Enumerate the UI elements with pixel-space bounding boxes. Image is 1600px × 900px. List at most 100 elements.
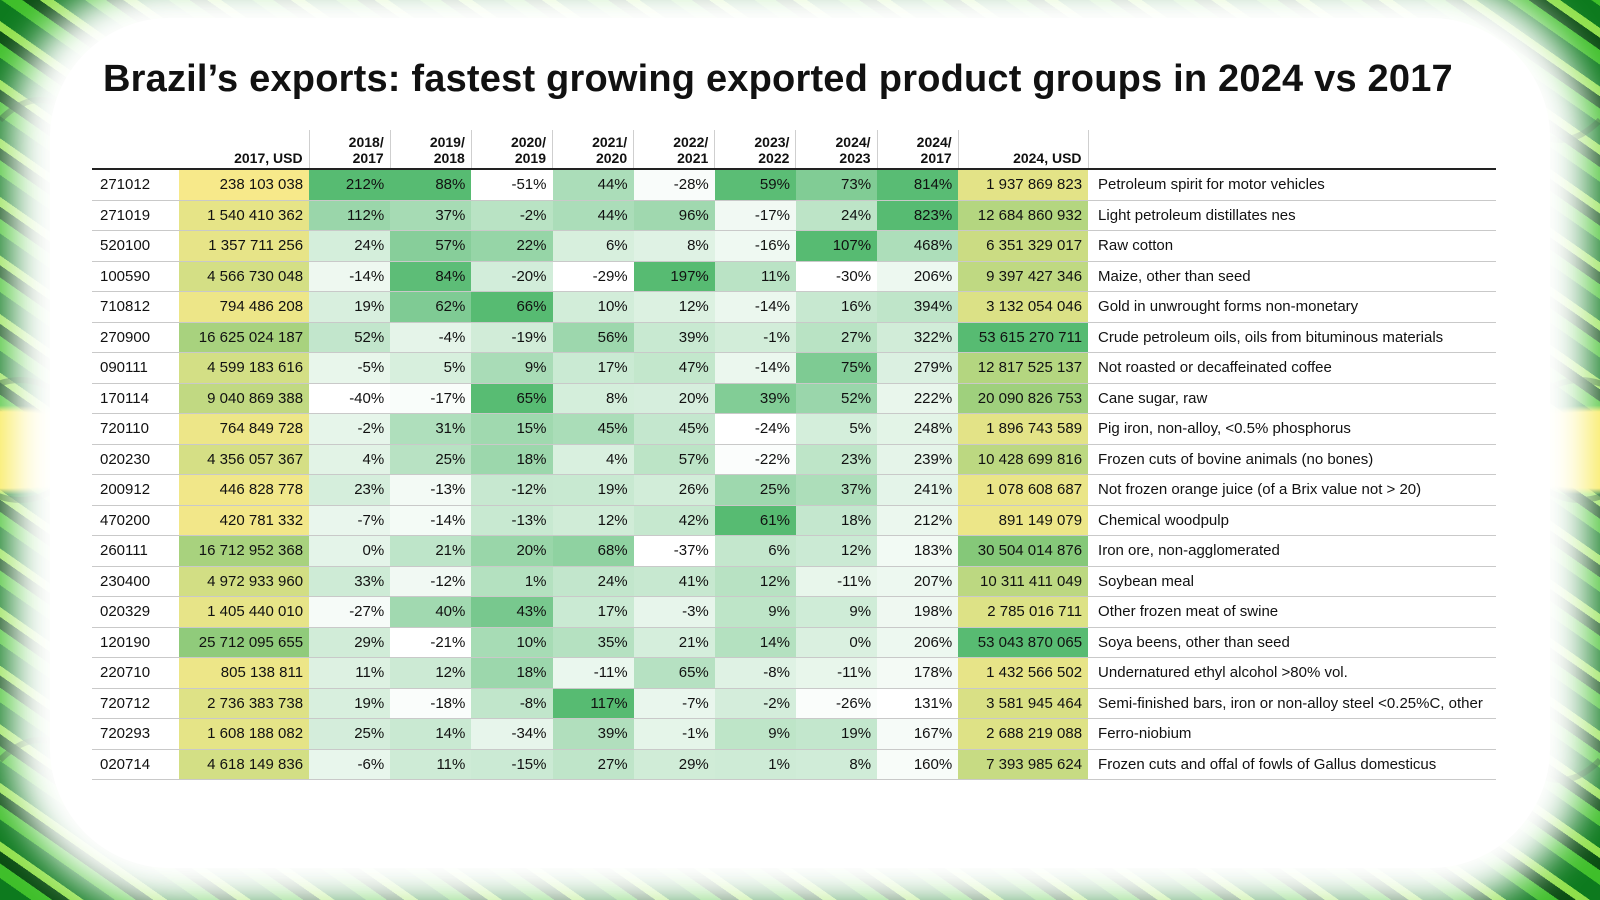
pct-change-cell: 23% bbox=[795, 444, 878, 475]
pct-change-cell: 14% bbox=[714, 627, 796, 658]
table-row: 200912 446 828 778 23% -13% -12% 19% 26% 25% 37%… bbox=[92, 474, 1496, 506]
usd-2024-cell: 12 684 860 932 bbox=[958, 200, 1089, 231]
pct-change-cell: 11% bbox=[390, 749, 472, 780]
hs-code-cell: 720110 bbox=[92, 413, 180, 445]
pct-change-cell: 27% bbox=[795, 322, 878, 353]
pct-change-cell: 1% bbox=[471, 566, 553, 597]
pct-change-cell: 21% bbox=[633, 627, 715, 658]
pct-change-cell: 57% bbox=[390, 230, 472, 262]
pct-change-cell: -51% bbox=[471, 169, 553, 201]
hs-code-cell: 710812 bbox=[92, 291, 180, 323]
table-row: 020329 1 405 440 010 -27% 40% 43% 17% -3% 9% 9% 1… bbox=[92, 596, 1496, 628]
pct-change-cell: 11% bbox=[714, 261, 796, 292]
pct-change-cell: 9% bbox=[471, 352, 553, 384]
usd-2017-cell: 420 781 332 bbox=[179, 505, 310, 536]
pct-change-cell: 25% bbox=[714, 474, 796, 506]
usd-2017-cell: 2 736 383 738 bbox=[179, 688, 310, 719]
usd-2024-cell: 1 432 566 502 bbox=[958, 657, 1089, 689]
table-row: 520100 1 357 711 256 24% 57% 22% 6% 8% -16% 107%… bbox=[92, 230, 1496, 262]
pct-change-cell: 12% bbox=[633, 291, 715, 323]
pct-change-cell: 18% bbox=[795, 505, 878, 536]
pct-change-cell: 29% bbox=[309, 627, 391, 658]
pct-change-cell: 24% bbox=[795, 200, 878, 231]
pct-change-cell: -11% bbox=[795, 657, 878, 689]
hs-code-cell: 270900 bbox=[92, 322, 180, 353]
header-pct-2022-2021: 2022/2021 bbox=[633, 130, 715, 170]
table-row: 271012 238 103 038 212% 88% -51% 44% -28% 59% 73… bbox=[92, 169, 1496, 201]
pct-change-cell: 68% bbox=[552, 535, 634, 567]
pct-change-cell: -7% bbox=[633, 688, 715, 719]
product-description-cell: Semi-finished bars, iron or non-alloy st… bbox=[1088, 688, 1496, 719]
pct-change-cell: -14% bbox=[714, 352, 796, 384]
pct-change-cell: 14% bbox=[390, 718, 472, 750]
pct-change-cell: -18% bbox=[390, 688, 472, 719]
pct-change-cell: 45% bbox=[552, 413, 634, 445]
hs-code-cell: 020230 bbox=[92, 444, 180, 475]
pct-change-cell: -34% bbox=[471, 718, 553, 750]
pct-change-cell: 37% bbox=[795, 474, 878, 506]
hs-code-cell: 260111 bbox=[92, 535, 180, 567]
table-row: 230400 4 972 933 960 33% -12% 1% 24% 41% 12% -11… bbox=[92, 566, 1496, 597]
table-row: 090111 4 599 183 616 -5% 5% 9% 17% 47% -14% 75% 2… bbox=[92, 352, 1496, 384]
pct-change-cell: -11% bbox=[552, 657, 634, 689]
pct-change-cell: -8% bbox=[471, 688, 553, 719]
header-usd-2024: 2024, USD bbox=[957, 130, 1089, 170]
pct-change-cell: 20% bbox=[471, 535, 553, 567]
pct-change-cell: 160% bbox=[877, 749, 959, 780]
header-pct-2020-2019: 2020/2019 bbox=[470, 130, 553, 170]
pct-change-cell: 167% bbox=[877, 718, 959, 750]
pct-change-cell: 19% bbox=[309, 688, 391, 719]
header-pct-2024-2023: 2024/2023 bbox=[795, 130, 878, 170]
table-row: 270900 16 625 024 187 52% -4% -19% 56% 39% -1% 2… bbox=[92, 322, 1496, 353]
header-description bbox=[1087, 130, 1496, 170]
hs-code-cell: 170114 bbox=[92, 383, 180, 414]
usd-2024-cell: 7 393 985 624 bbox=[958, 749, 1089, 780]
header-code bbox=[92, 130, 180, 170]
table-row: 720293 1 608 188 082 25% 14% -34% 39% -1% 9% 19%… bbox=[92, 718, 1496, 750]
usd-2017-cell: 4 566 730 048 bbox=[179, 261, 310, 292]
pct-change-cell: 17% bbox=[552, 352, 634, 384]
pct-change-cell: -20% bbox=[471, 261, 553, 292]
pct-change-cell: 29% bbox=[633, 749, 715, 780]
product-description-cell: Undernatured ethyl alcohol >80% vol. bbox=[1088, 657, 1496, 689]
pct-change-cell: -14% bbox=[309, 261, 391, 292]
pct-change-cell: 59% bbox=[714, 169, 796, 201]
pct-change-cell: 52% bbox=[795, 383, 878, 414]
pct-change-cell: 6% bbox=[714, 535, 796, 567]
pct-change-cell: 19% bbox=[309, 291, 391, 323]
usd-2017-cell: 1 405 440 010 bbox=[179, 596, 310, 628]
pct-change-cell: -12% bbox=[471, 474, 553, 506]
pct-change-cell: 16% bbox=[795, 291, 878, 323]
pct-change-cell: 222% bbox=[877, 383, 959, 414]
pct-change-cell: 96% bbox=[633, 200, 715, 231]
pct-change-cell: -40% bbox=[309, 383, 391, 414]
pct-change-cell: 468% bbox=[877, 230, 959, 262]
pct-change-cell: 212% bbox=[877, 505, 959, 536]
pct-change-cell: 23% bbox=[309, 474, 391, 506]
pct-change-cell: 206% bbox=[877, 627, 959, 658]
pct-change-cell: -5% bbox=[309, 352, 391, 384]
hs-code-cell: 100590 bbox=[92, 261, 180, 292]
pct-change-cell: 88% bbox=[390, 169, 472, 201]
product-description-cell: Chemical woodpulp bbox=[1088, 505, 1496, 536]
pct-change-cell: 1% bbox=[714, 749, 796, 780]
pct-change-cell: 248% bbox=[877, 413, 959, 445]
pct-change-cell: 39% bbox=[633, 322, 715, 353]
product-description-cell: Other frozen meat of swine bbox=[1088, 596, 1496, 628]
usd-2017-cell: 4 618 149 836 bbox=[179, 749, 310, 780]
exports-table: 2017, USD 2018/2017 2019/2018 2020/2019 … bbox=[92, 130, 1496, 780]
header-pct-2023-2022: 2023/2022 bbox=[714, 130, 796, 170]
usd-2017-cell: 1 608 188 082 bbox=[179, 718, 310, 750]
usd-2024-cell: 10 311 411 049 bbox=[958, 566, 1089, 597]
usd-2017-cell: 25 712 095 655 bbox=[179, 627, 310, 658]
hs-code-cell: 090111 bbox=[92, 352, 180, 384]
pct-change-cell: -2% bbox=[471, 200, 553, 231]
pct-change-cell: 39% bbox=[714, 383, 796, 414]
pct-change-cell: 9% bbox=[714, 718, 796, 750]
table-row: 170114 9 040 869 388 -40% -17% 65% 8% 20% 39% 52… bbox=[92, 383, 1496, 414]
pct-change-cell: 178% bbox=[877, 657, 959, 689]
table-body: 271012 238 103 038 212% 88% -51% 44% -28% 59% 73… bbox=[92, 169, 1496, 780]
usd-2024-cell: 10 428 699 816 bbox=[958, 444, 1089, 475]
pct-change-cell: -11% bbox=[795, 566, 878, 597]
product-description-cell: Soya beens, other than seed bbox=[1088, 627, 1496, 658]
